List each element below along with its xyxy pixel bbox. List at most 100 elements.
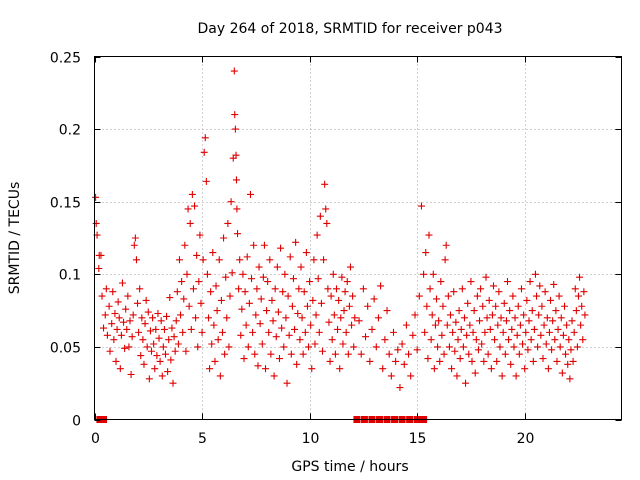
- data-point: [529, 357, 537, 365]
- data-point: [527, 336, 535, 344]
- data-point: [322, 205, 330, 213]
- data-point: [538, 302, 546, 310]
- data-point: [252, 311, 260, 319]
- data-point: [282, 314, 290, 322]
- data-point: [279, 288, 287, 296]
- x-axis-ticks: 0 5 10 15 20: [91, 56, 534, 447]
- data-point: [253, 285, 261, 293]
- data-point: [92, 193, 100, 201]
- data-point: [174, 340, 182, 348]
- data-point: [409, 331, 417, 339]
- data-point: [144, 308, 152, 316]
- data-point: [490, 282, 498, 290]
- data-point: [524, 346, 532, 354]
- y-tick-label: 0: [72, 414, 81, 430]
- data-point: [411, 311, 419, 319]
- data-point: [271, 285, 279, 293]
- data-point: [428, 311, 436, 319]
- data-point: [488, 311, 496, 319]
- data-point: [114, 298, 122, 306]
- data-point: [246, 190, 254, 198]
- data-point: [221, 350, 229, 358]
- data-point: [500, 299, 508, 307]
- data-point: [201, 134, 209, 142]
- data-point: [98, 292, 106, 300]
- data-point: [200, 148, 208, 156]
- data-point: [143, 343, 151, 351]
- plot-frame: [94, 56, 622, 420]
- data-point: [323, 219, 331, 227]
- chart-title: Day 264 of 2018, SRMTID for receiver p04…: [197, 21, 502, 37]
- data-point: [120, 318, 128, 326]
- data-point: [337, 314, 345, 322]
- data-point: [484, 350, 492, 358]
- data-point: [496, 343, 504, 351]
- data-point: [127, 370, 135, 378]
- data-point: [302, 249, 310, 257]
- data-point: [521, 365, 529, 373]
- data-point: [135, 328, 143, 336]
- data-point: [420, 270, 428, 278]
- data-point: [377, 282, 385, 290]
- data-point: [270, 372, 278, 380]
- data-point: [506, 307, 514, 315]
- data-point: [280, 343, 288, 351]
- data-point: [210, 321, 218, 329]
- data-point: [477, 285, 485, 293]
- data-point: [493, 357, 501, 365]
- data-point: [545, 328, 553, 336]
- data-point: [125, 343, 133, 351]
- data-point: [289, 275, 297, 283]
- data-point: [451, 347, 459, 355]
- data-point: [281, 270, 289, 278]
- data-point: [453, 372, 461, 380]
- data-point: [157, 317, 165, 325]
- data-point: [415, 292, 423, 300]
- data-point: [308, 365, 316, 373]
- data-point: [105, 302, 113, 310]
- data-point: [460, 314, 468, 322]
- data-point: [458, 285, 466, 293]
- data-point: [234, 230, 242, 238]
- data-point: [473, 292, 481, 300]
- data-point: [241, 288, 249, 296]
- data-point: [514, 302, 522, 310]
- data-point: [379, 365, 387, 373]
- data-point: [150, 340, 158, 348]
- data-point: [441, 256, 449, 264]
- data-point: [417, 202, 425, 210]
- data-point: [100, 324, 108, 332]
- data-point: [345, 302, 353, 310]
- data-point: [207, 288, 215, 296]
- data-point: [242, 321, 250, 329]
- data-point: [186, 219, 194, 227]
- data-point: [315, 328, 323, 336]
- data-point: [232, 176, 240, 184]
- data-point: [158, 372, 166, 380]
- data-point: [142, 296, 150, 304]
- data-point: [178, 278, 186, 286]
- data-point: [111, 310, 119, 318]
- data-point: [566, 375, 574, 383]
- data-point: [573, 343, 581, 351]
- data-point: [202, 177, 210, 185]
- data-point: [512, 372, 520, 380]
- data-point: [243, 253, 251, 261]
- data-point: [294, 310, 302, 318]
- data-point: [102, 285, 110, 293]
- data-point: [499, 328, 507, 336]
- data-point: [299, 350, 307, 358]
- data-point: [329, 270, 337, 278]
- data-point: [236, 256, 244, 264]
- data-point: [537, 331, 545, 339]
- data-point: [265, 328, 273, 336]
- data-point: [168, 324, 176, 332]
- data-point: [231, 111, 239, 119]
- data-point: [123, 325, 131, 333]
- data-point: [519, 340, 527, 348]
- data-point: [434, 343, 442, 351]
- data-point: [501, 350, 509, 358]
- data-point: [540, 321, 548, 329]
- data-point: [288, 302, 296, 310]
- data-point: [121, 344, 129, 352]
